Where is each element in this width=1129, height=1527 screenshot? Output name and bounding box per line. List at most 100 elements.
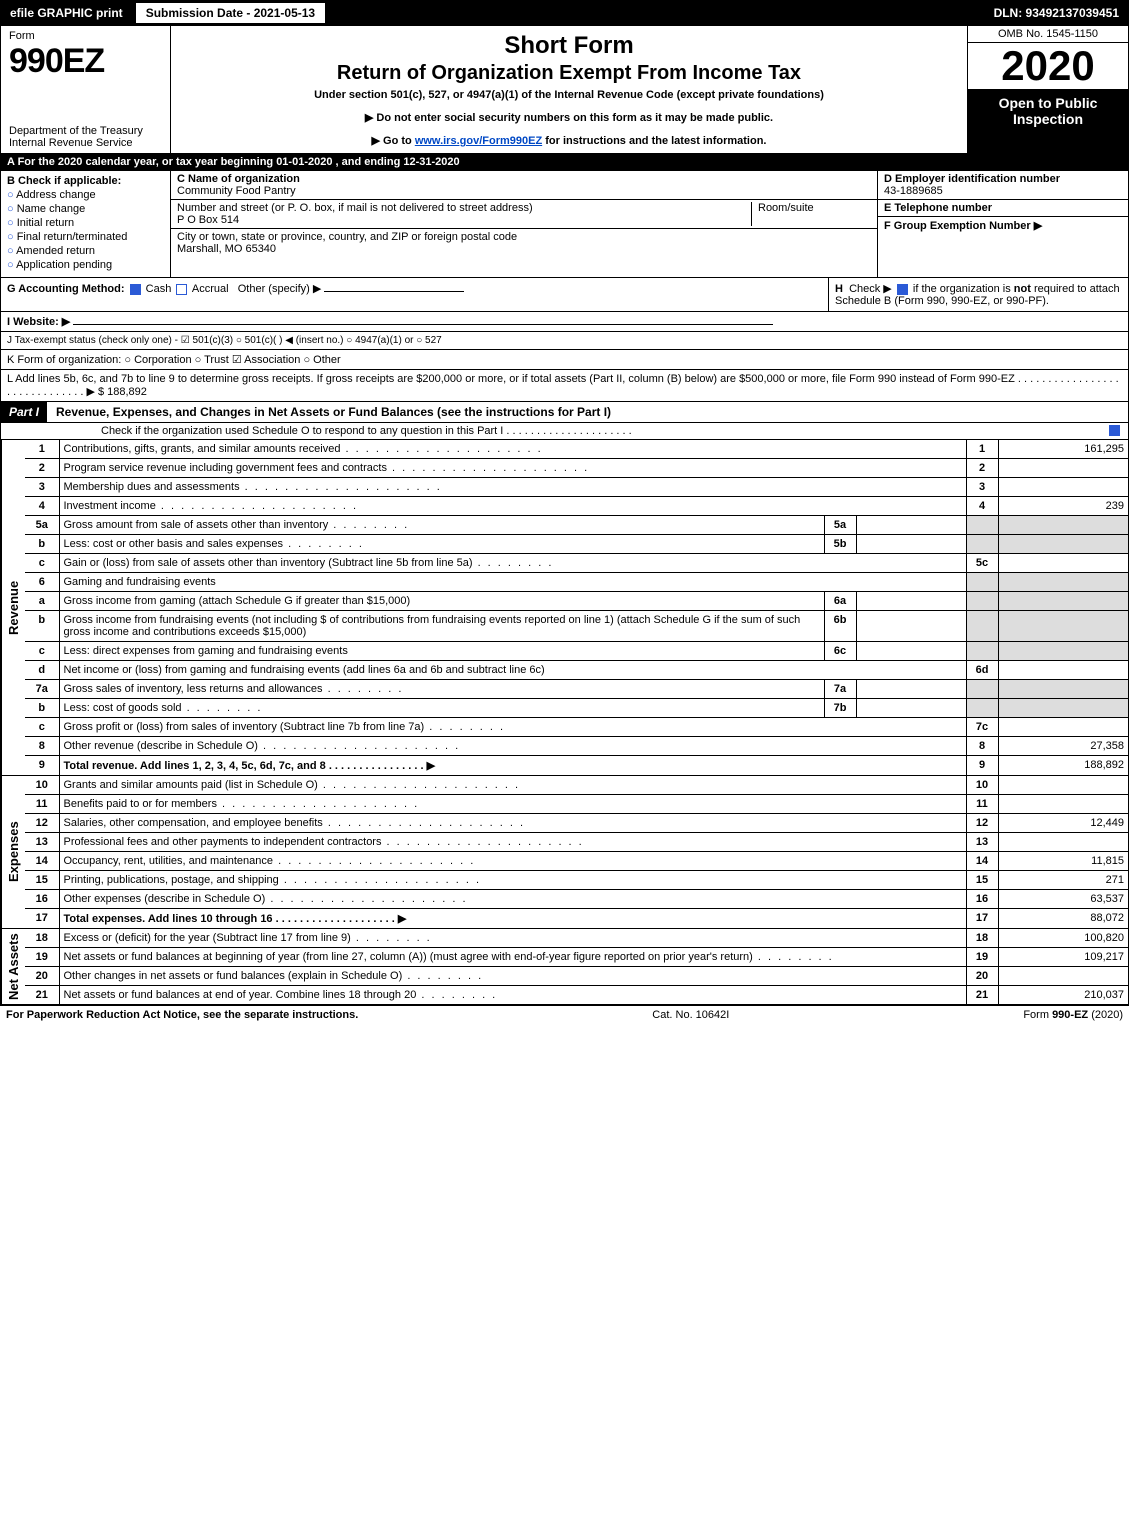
line-5a: 5a Gross amount from sale of assets othe…: [25, 516, 1128, 535]
chk-name-change[interactable]: Name change: [7, 203, 164, 215]
website-line[interactable]: [73, 324, 773, 325]
part-1-title: Revenue, Expenses, and Changes in Net As…: [48, 402, 1128, 422]
line-6d: d Net income or (loss) from gaming and f…: [25, 661, 1128, 680]
l7a-num: 7a: [25, 680, 59, 699]
l20-desc: Other changes in net assets or fund bala…: [59, 967, 966, 986]
l5b-num: b: [25, 535, 59, 554]
l14-desc: Occupancy, rent, utilities, and maintena…: [59, 852, 966, 871]
line-9: 9 Total revenue. Add lines 1, 2, 3, 4, 5…: [25, 756, 1128, 776]
line-13: 13 Professional fees and other payments …: [25, 833, 1128, 852]
chk-address-change[interactable]: Address change: [7, 189, 164, 201]
efile-label[interactable]: efile GRAPHIC print: [4, 6, 129, 20]
l14-rnum: 14: [966, 852, 998, 871]
l3-amt: [998, 478, 1128, 497]
l7a-rnum: [966, 680, 998, 699]
l11-rnum: 11: [966, 795, 998, 814]
l1-rnum: 1: [966, 440, 998, 459]
l6b-num: b: [25, 611, 59, 642]
side-revenue: Revenue: [1, 440, 25, 775]
note-ssn: Do not enter social security numbers on …: [181, 111, 957, 124]
expenses-table: 10 Grants and similar amounts paid (list…: [25, 776, 1128, 928]
l7c-rnum: 7c: [966, 718, 998, 737]
line-6c: c Less: direct expenses from gaming and …: [25, 642, 1128, 661]
l9-rnum: 9: [966, 756, 998, 776]
line-2: 2 Program service revenue including gove…: [25, 459, 1128, 478]
line-16: 16 Other expenses (describe in Schedule …: [25, 890, 1128, 909]
l12-amt: 12,449: [998, 814, 1128, 833]
line-14: 14 Occupancy, rent, utilities, and maint…: [25, 852, 1128, 871]
e-label: E Telephone number: [884, 202, 1122, 214]
l5b-amt: [998, 535, 1128, 554]
net-assets-section: Net Assets 18 Excess or (deficit) for th…: [0, 929, 1129, 1005]
chk-accrual[interactable]: [176, 284, 187, 295]
form-number: 990EZ: [9, 42, 162, 81]
l7b-midval: [856, 699, 966, 718]
return-title: Return of Organization Exempt From Incom…: [181, 62, 957, 85]
chk-amended-return[interactable]: Amended return: [7, 245, 164, 257]
part-1-header: Part I Revenue, Expenses, and Changes in…: [0, 402, 1129, 423]
line-1: 1 Contributions, gifts, grants, and simi…: [25, 440, 1128, 459]
l19-rnum: 19: [966, 948, 998, 967]
chk-h[interactable]: [897, 284, 908, 295]
revenue-section: Revenue 1 Contributions, gifts, grants, …: [0, 440, 1129, 776]
l20-num: 20: [25, 967, 59, 986]
chk-final-return[interactable]: Final return/terminated: [7, 231, 164, 243]
l19-amt: 109,217: [998, 948, 1128, 967]
l7a-mid: 7a: [824, 680, 856, 699]
l6b-amt: [998, 611, 1128, 642]
d-ein: 43-1889685: [884, 185, 1122, 197]
l15-amt: 271: [998, 871, 1128, 890]
label-org-name: C Name of organization: [177, 173, 300, 185]
l5a-rnum: [966, 516, 998, 535]
l9-num: 9: [25, 756, 59, 776]
line-7c: c Gross profit or (loss) from sales of i…: [25, 718, 1128, 737]
line-12: 12 Salaries, other compensation, and emp…: [25, 814, 1128, 833]
l21-rnum: 21: [966, 986, 998, 1005]
chk-application-pending[interactable]: Application pending: [7, 259, 164, 271]
l7a-midval: [856, 680, 966, 699]
line-17: 17 Total expenses. Add lines 10 through …: [25, 909, 1128, 929]
l5c-desc: Gain or (loss) from sale of assets other…: [59, 554, 966, 573]
line-19: 19 Net assets or fund balances at beginn…: [25, 948, 1128, 967]
line-11: 11 Benefits paid to or for members 11: [25, 795, 1128, 814]
l5c-rnum: 5c: [966, 554, 998, 573]
l6d-rnum: 6d: [966, 661, 998, 680]
l19-desc: Net assets or fund balances at beginning…: [59, 948, 966, 967]
l2-rnum: 2: [966, 459, 998, 478]
header-right: OMB No. 1545-1150 2020 Open to Public In…: [968, 26, 1128, 153]
l5a-mid: 5a: [824, 516, 856, 535]
l12-num: 12: [25, 814, 59, 833]
l8-desc: Other revenue (describe in Schedule O): [59, 737, 966, 756]
irs-link[interactable]: www.irs.gov/Form990EZ: [415, 135, 542, 147]
l21-amt: 210,037: [998, 986, 1128, 1005]
side-net-assets: Net Assets: [1, 929, 25, 1004]
side-expenses: Expenses: [1, 776, 25, 928]
line-6b: b Gross income from fundraising events (…: [25, 611, 1128, 642]
row-i: I Website: ▶: [0, 312, 1129, 332]
l7b-rnum: [966, 699, 998, 718]
l12-desc: Salaries, other compensation, and employ…: [59, 814, 966, 833]
cash-label: Cash: [146, 283, 172, 295]
l2-desc: Program service revenue including govern…: [59, 459, 966, 478]
line-18: 18 Excess or (deficit) for the year (Sub…: [25, 929, 1128, 948]
chk-part1-schedule-o[interactable]: [1109, 425, 1120, 436]
dept-treasury: Department of the Treasury Internal Reve…: [9, 125, 162, 149]
line-5b: b Less: cost or other basis and sales ex…: [25, 535, 1128, 554]
label-address: Number and street (or P. O. box, if mail…: [177, 202, 751, 214]
l6b-midval: [856, 611, 966, 642]
l13-amt: [998, 833, 1128, 852]
l7c-amt: [998, 718, 1128, 737]
l16-rnum: 16: [966, 890, 998, 909]
l5a-amt: [998, 516, 1128, 535]
l15-desc: Printing, publications, postage, and shi…: [59, 871, 966, 890]
section-a: A For the 2020 calendar year, or tax yea…: [0, 154, 1129, 171]
other-specify-line[interactable]: [324, 291, 464, 292]
l6c-amt: [998, 642, 1128, 661]
open-public: Open to Public Inspection: [968, 89, 1128, 153]
chk-cash[interactable]: [130, 284, 141, 295]
line-8: 8 Other revenue (describe in Schedule O)…: [25, 737, 1128, 756]
l6-num: 6: [25, 573, 59, 592]
chk-initial-return[interactable]: Initial return: [7, 217, 164, 229]
l6c-num: c: [25, 642, 59, 661]
line-15: 15 Printing, publications, postage, and …: [25, 871, 1128, 890]
